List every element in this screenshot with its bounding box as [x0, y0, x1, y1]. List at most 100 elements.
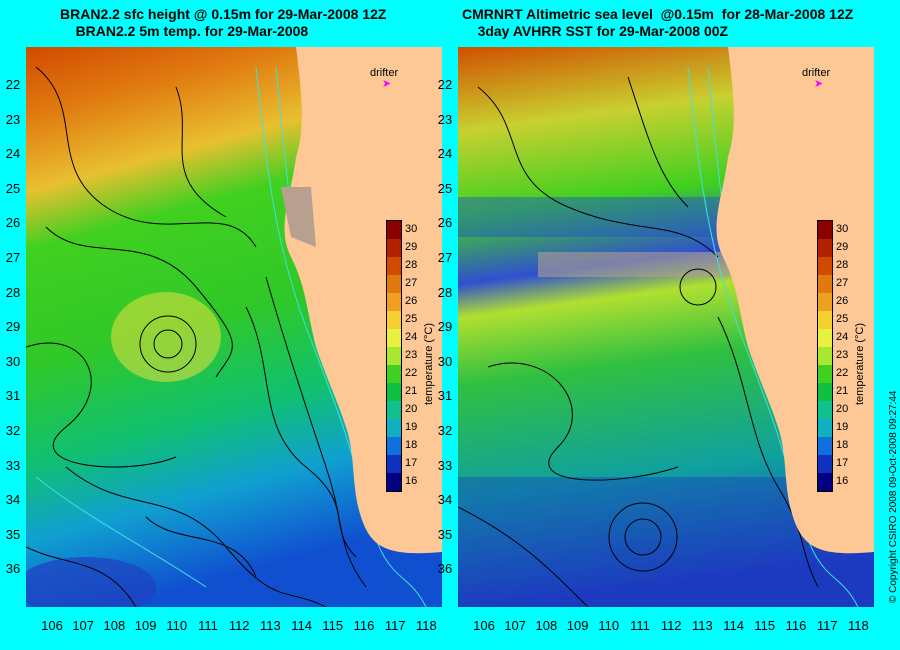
longitude-label: 110 [598, 618, 620, 633]
colorbar-swatch [818, 257, 832, 276]
colorbar-tick-label: 29 [836, 241, 849, 253]
colorbar-tick-label: 25 [836, 313, 849, 325]
colorbar-swatch [818, 239, 832, 258]
colorbar-tick-label: 26 [836, 295, 849, 307]
left-map-canvas [26, 47, 442, 607]
colorbar-swatch [387, 401, 401, 420]
colorbar-swatch [387, 239, 401, 258]
colorbar-swatch [818, 365, 832, 384]
longitude-label: 107 [504, 618, 527, 633]
colorbar-title: temperature (°C) [423, 322, 435, 405]
right-sea-level-contours [458, 76, 819, 607]
left-sea-level-contours [26, 66, 367, 607]
latitude-label: 27 [5, 250, 21, 265]
colorbar-swatch [818, 311, 832, 330]
colorbar-tick-label: 22 [836, 367, 849, 379]
longitude-label: 112 [660, 618, 682, 633]
right-drifter-label: drifter [802, 67, 831, 79]
colorbar-swatch [818, 347, 832, 366]
latitude-label: 24 [5, 146, 21, 162]
longitude-label: 113 [260, 618, 281, 633]
colorbar-swatch [818, 455, 832, 474]
longitude-label: 115 [322, 618, 344, 633]
latitude-label: 23 [437, 111, 453, 127]
colorbar-frame [386, 220, 402, 492]
longitude-label: 108 [535, 618, 558, 633]
colorbar-tick-label: 19 [836, 421, 849, 433]
latitude-label: 35 [5, 526, 21, 542]
latitude-label: 28 [5, 284, 21, 300]
latitude-label: 26 [437, 215, 453, 231]
right-map-canvas [458, 47, 874, 607]
colorbar-tick-label: 17 [836, 457, 849, 469]
longitude-label: 116 [353, 618, 375, 633]
left-warm-eddy [111, 292, 221, 382]
colorbar-swatch [818, 275, 832, 294]
colorbar-swatch [387, 419, 401, 438]
longitude-label: 109 [566, 618, 589, 633]
colorbar-tick-label: 16 [405, 475, 418, 487]
left-cold-pool [26, 557, 156, 607]
latitude-label: 30 [437, 353, 453, 369]
latitude-label: 36 [437, 561, 453, 577]
colorbar-tick-label: 21 [836, 385, 849, 397]
right-cold-band [458, 197, 758, 237]
colorbar-tick-label: 18 [405, 439, 418, 451]
colorbar-tick-label: 26 [405, 295, 418, 307]
colorbar-tick-label: 24 [405, 331, 418, 343]
colorbar-tick-label: 23 [405, 349, 418, 361]
colorbar-swatch [387, 455, 401, 474]
colorbar-tick-label: 24 [836, 331, 849, 343]
longitude-label: 116 [785, 618, 807, 633]
longitude-label: 109 [134, 618, 157, 633]
colorbar-tick-label: 28 [405, 259, 418, 271]
colorbar-swatch [387, 347, 401, 366]
right-cloud-band [538, 252, 758, 277]
colorbar-swatch [387, 383, 401, 402]
colorbar-tick-label: 29 [405, 241, 418, 253]
latitude-label: 25 [437, 180, 453, 196]
longitude-label: 114 [723, 618, 744, 633]
colorbar-swatch [387, 293, 401, 312]
latitude-label: 32 [437, 423, 453, 438]
latitude-label: 31 [437, 388, 453, 404]
colorbar-title: temperature (°C) [854, 322, 866, 405]
latitude-label: 29 [437, 319, 453, 335]
colorbar-swatch [387, 473, 401, 492]
colorbar-tick-label: 21 [405, 385, 418, 397]
colorbar-swatch [818, 383, 832, 402]
latitude-label: 26 [5, 215, 21, 231]
colorbar-tick-label: 20 [405, 403, 418, 415]
colorbar-swatch [818, 437, 832, 456]
colorbar-swatch [387, 221, 401, 240]
latitude-label: 28 [437, 284, 453, 300]
colorbar-swatch [387, 257, 401, 276]
latitude-label: 24 [437, 146, 453, 162]
right-panel-title: CMRNRT Altimetric sea level @0.15m for 2… [462, 6, 853, 40]
longitude-label: 111 [198, 618, 218, 633]
colorbar-tick-label: 25 [405, 313, 418, 325]
latitude-label: 22 [5, 77, 21, 92]
left-panel-title: BRAN2.2 sfc height @ 0.15m for 29-Mar-20… [60, 6, 386, 40]
longitude-label: 111 [630, 618, 650, 633]
longitude-label: 114 [291, 618, 312, 633]
right-title-line2: 3day AVHRR SST for 29-Mar-2008 00Z [477, 23, 729, 39]
latitude-label: 32 [5, 423, 21, 438]
left-map-panel [26, 47, 442, 607]
left-title-line1: BRAN2.2 sfc height @ 0.15m for 29-Mar-20… [60, 6, 387, 22]
longitude-label: 118 [416, 618, 437, 633]
colorbar-swatch [387, 365, 401, 384]
left-australia-land [284, 47, 442, 554]
latitude-label: 29 [5, 319, 21, 335]
colorbar-tick-label: 27 [405, 277, 418, 289]
latitude-label: 25 [5, 180, 21, 196]
longitude-label: 117 [384, 618, 406, 633]
colorbar-swatch [387, 329, 401, 348]
left-title-line2: BRAN2.2 5m temp. for 29-Mar-2008 [75, 23, 309, 39]
colorbar-tick-label: 23 [836, 349, 849, 361]
latitude-label: 30 [5, 353, 21, 369]
colorbar-tick-label: 30 [405, 223, 418, 235]
latitude-label: 36 [5, 561, 21, 577]
latitude-label: 27 [437, 250, 453, 265]
colorbar-swatch [387, 437, 401, 456]
